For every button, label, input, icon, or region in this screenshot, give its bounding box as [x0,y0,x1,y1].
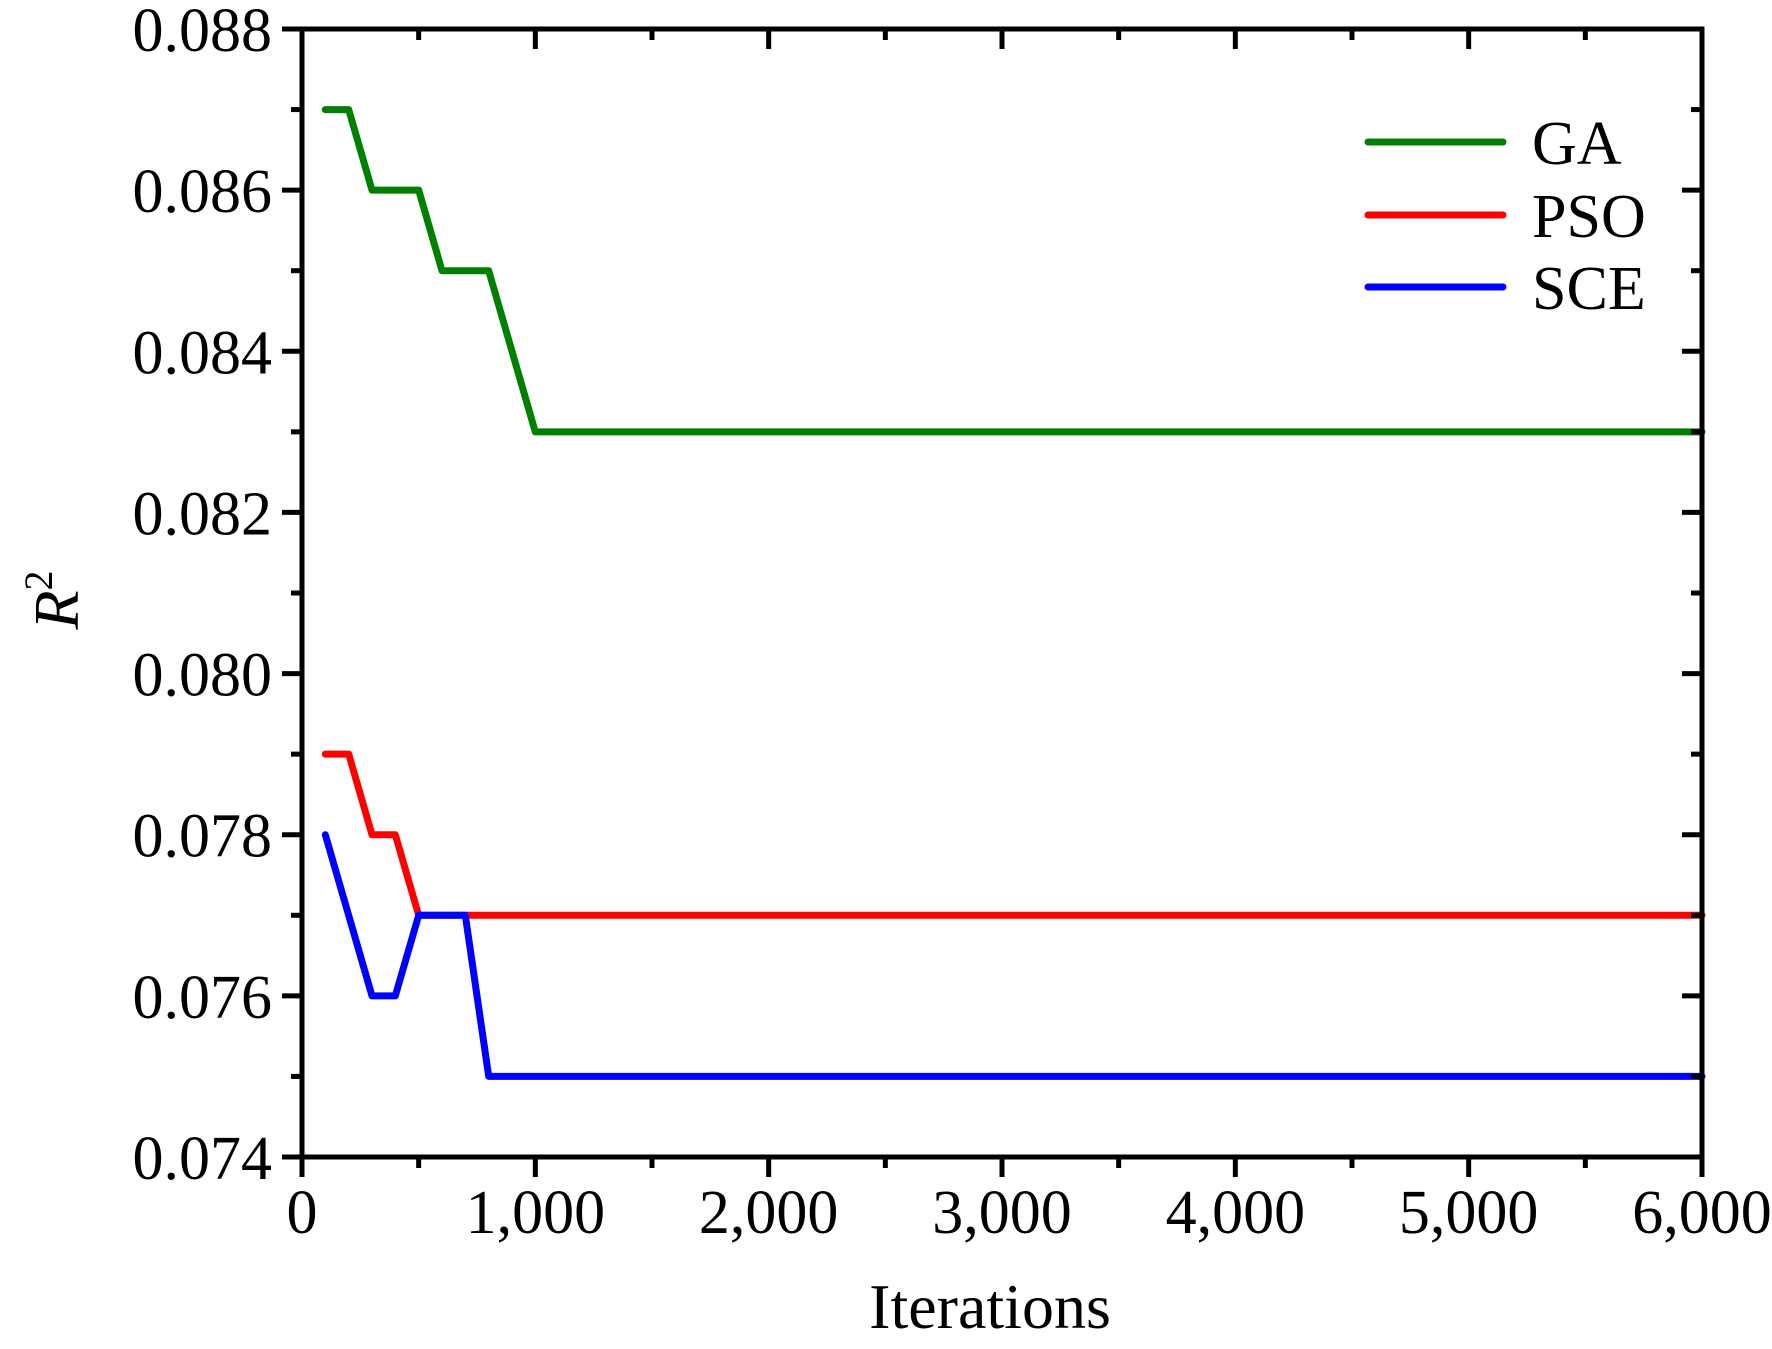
y-tick-label: 0.088 [133,0,273,65]
legend-item-pso: PSO [1364,183,1646,251]
series-line-ga [321,106,1706,436]
series-lines [321,106,1706,1080]
x-tick-label: 5,000 [1399,1179,1539,1247]
x-tick-label: 1,000 [466,1179,606,1247]
x-axis-tick-labels: 0 1,000 2,000 3,000 4,000 5,000 6,000 [287,1179,1772,1247]
legend-item-ga: GA [1364,110,1622,178]
x-tick-label: 2,000 [699,1179,839,1247]
y-tick-label: 0.084 [133,319,273,387]
series-line-sce [321,831,1706,1080]
y-tick-label: 0.080 [133,642,273,710]
series-line-pso [321,750,1706,919]
x-tick-label: 3,000 [932,1179,1072,1247]
legend-label: GA [1532,110,1622,178]
x-tick-label: 4,000 [1166,1179,1306,1247]
plot-frame [299,26,1705,1160]
y-tick-label: 0.086 [133,158,273,226]
legend-item-sce: SCE [1364,255,1646,323]
x-tick-label: 0 [287,1179,318,1247]
y-axis-title: R2 [16,570,92,630]
legend-label: SCE [1532,255,1646,323]
y-tick-label: 0.074 [133,1125,273,1193]
x-tick-label: 6,000 [1632,1179,1772,1247]
y-tick-label: 0.082 [133,480,273,548]
legend-label: PSO [1532,183,1646,251]
y-tick-label: 0.078 [133,803,273,871]
y-axis-title-superscript: 2 [16,570,61,590]
y-axis-title-main: R [21,590,92,630]
x-axis-title: Iterations [869,1271,1111,1342]
x-axis-ticks [299,29,1705,1177]
axes: 0 1,000 2,000 3,000 4,000 5,000 6,000 0.0740.0… [133,0,1772,1247]
y-tick-label: 0.076 [133,964,273,1032]
y-axis-ticks [282,26,1702,1160]
y-axis-tick-labels: 0.074 0.076 0.078 0.080 0.082 0.084 0.086 0.088 [133,0,273,1193]
